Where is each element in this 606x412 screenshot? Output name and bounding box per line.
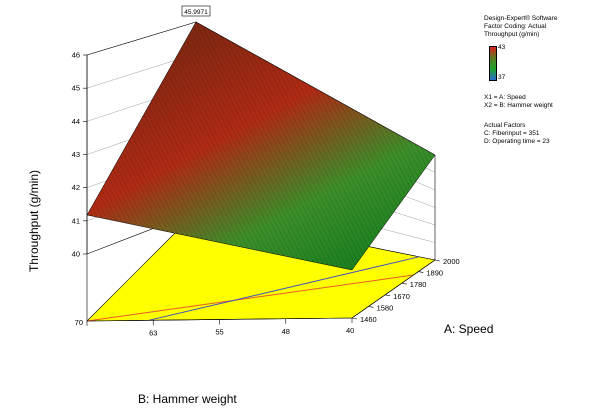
y-tick-label: 40 — [346, 326, 354, 335]
z-tick-label: 43 — [72, 150, 80, 159]
y-tick-label: 48 — [282, 327, 290, 336]
z-tick-label: 41 — [72, 216, 80, 225]
y-tick-label: 70 — [75, 318, 83, 327]
z-tick-label: 45 — [72, 84, 80, 93]
x-tick-label: 1780 — [410, 280, 427, 289]
x-tick-label: 2000 — [443, 257, 460, 266]
actual-factors-title: Actual Factors — [484, 122, 526, 129]
x-tick-label: 1670 — [393, 292, 410, 301]
z-tick-label: 44 — [72, 117, 80, 126]
colorbar-high-label: 43 — [498, 44, 506, 51]
info-line: Factor Coding: Actual — [484, 23, 547, 30]
actual-factor-line: D: Operating time = 23 — [484, 138, 550, 145]
gridline — [86, 21, 197, 56]
x-tick-mark — [401, 282, 407, 285]
x-tick-label: 1580 — [377, 303, 394, 312]
z-tick-label: 42 — [72, 183, 80, 192]
x-tick-mark — [368, 306, 374, 308]
factor-line: X2 = B: Hammer weight — [484, 102, 553, 109]
x-tick-label: 1460 — [360, 315, 377, 324]
peak-label-box: 45.9971 — [181, 5, 211, 17]
z-tick-label: 46 — [72, 51, 80, 60]
z-axis-ticks: 40 41 42 43 44 45 46 — [72, 51, 87, 259]
info-line: Design-Expert® Software — [484, 15, 558, 22]
colorbar — [489, 46, 497, 81]
surface-mesh — [87, 22, 435, 270]
floor-contours — [86, 256, 420, 322]
y-tick-label: 55 — [215, 328, 223, 337]
x-tick-mark — [351, 317, 358, 320]
y-tick-label: 63 — [149, 328, 157, 337]
colorbar-low-label: 37 — [498, 74, 506, 81]
peak-value-label: 45.9971 — [184, 9, 208, 16]
x-tick-mark — [385, 294, 391, 297]
contour-line — [148, 256, 420, 321]
x-tick-mark — [418, 271, 424, 273]
x-tick-mark — [434, 259, 441, 262]
y-axis-ticks: 70 63 55 48 40 — [75, 318, 354, 337]
actual-factor-line: C: Fiberinput = 351 — [484, 130, 540, 137]
z-axis-title: Throughput (g/min) — [27, 169, 41, 273]
contour-line — [86, 274, 414, 322]
factor-line: X1 = A: Speed — [484, 94, 526, 101]
z-tick-label: 40 — [72, 250, 80, 259]
info-line: Throughput (g/min) — [484, 31, 540, 38]
y-axis-title: B: Hammer weight — [138, 392, 237, 406]
x-tick-label: 1890 — [426, 269, 443, 278]
x-axis-title: A: Speed — [444, 322, 494, 336]
